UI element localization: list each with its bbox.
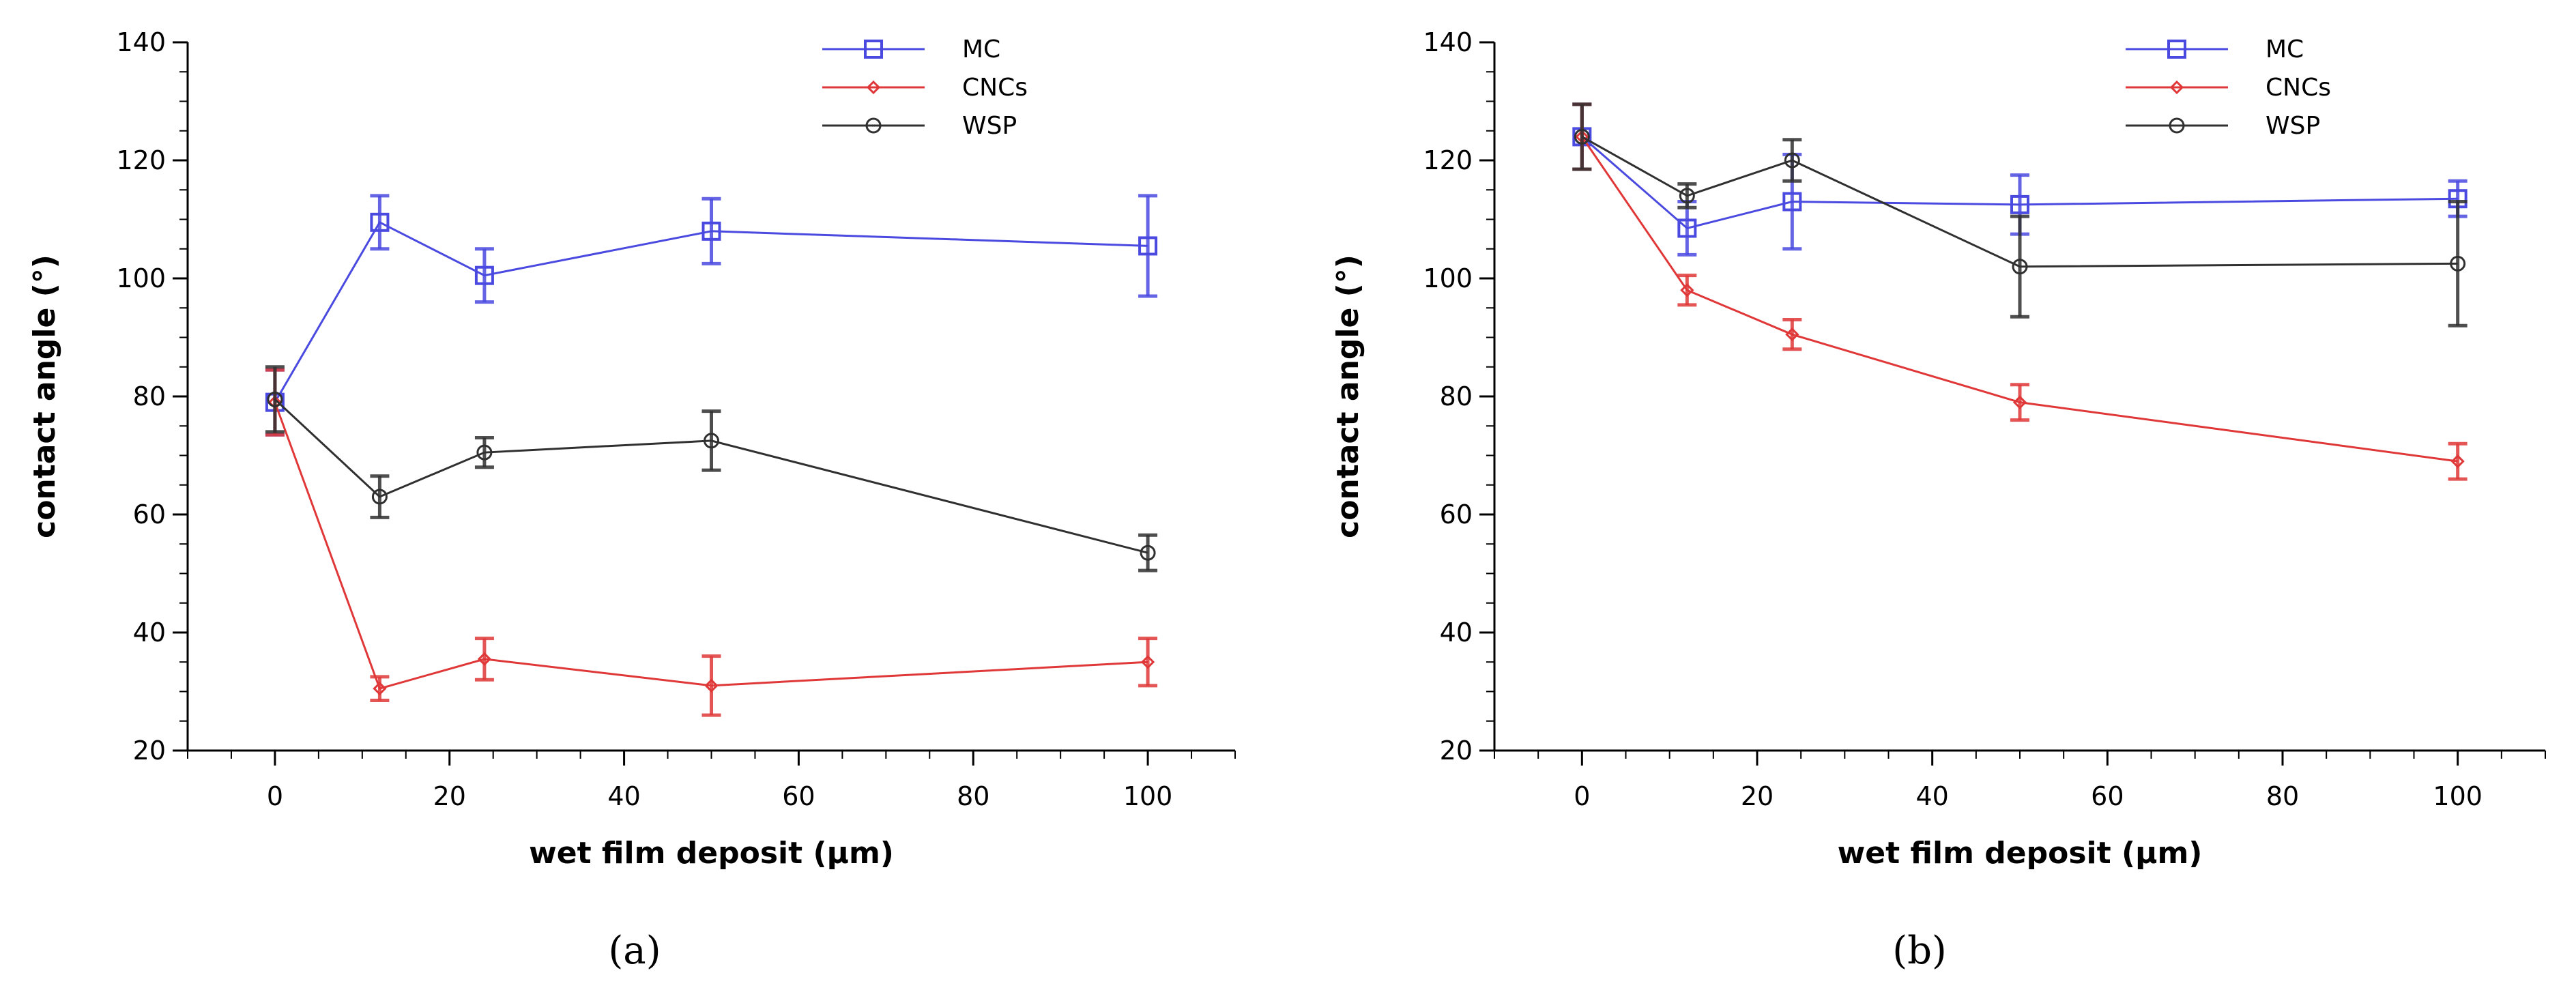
data-point: [701, 221, 721, 241]
y-tick-label: 100: [116, 263, 166, 293]
legend-marker: [865, 117, 882, 134]
legend-marker: [2169, 117, 2185, 134]
legend-label: CNCs: [962, 74, 1028, 102]
series-wsp: [1572, 102, 2468, 328]
data-point: [477, 652, 492, 667]
x-tick-label: 80: [957, 781, 989, 811]
legend-item-wsp: WSP: [2126, 112, 2320, 140]
x-tick-label: 100: [2433, 781, 2483, 811]
legend-marker: [864, 40, 883, 59]
data-point: [474, 265, 494, 285]
y-tick-label: 60: [133, 499, 166, 529]
y-tick-label: 20: [133, 736, 166, 766]
data-point: [371, 489, 388, 505]
data-point: [1140, 544, 1156, 561]
caption-b: (b): [1892, 929, 1947, 973]
y-tick-label: 120: [116, 145, 166, 175]
data-point: [2450, 255, 2466, 272]
data-point: [2012, 259, 2028, 275]
x-tick-label: 40: [607, 781, 640, 811]
legend-item-wsp: WSP: [822, 112, 1017, 140]
data-point: [1677, 218, 1697, 238]
data-point: [1679, 188, 1695, 204]
y-tick-label: 140: [116, 27, 166, 57]
y-tick-label: 100: [1423, 263, 1473, 293]
y-tick-label: 140: [1423, 27, 1473, 57]
caption-a: (a): [608, 929, 661, 973]
x-axis-label: wet film deposit (µm): [1838, 836, 2203, 871]
legend-label: WSP: [962, 112, 1017, 140]
x-tick-label: 80: [2266, 781, 2299, 811]
x-tick-label: 100: [1123, 781, 1173, 811]
data-point: [1782, 192, 1802, 212]
x-tick-label: 60: [782, 781, 815, 811]
data-point: [476, 444, 493, 461]
x-axis-label: wet film deposit (µm): [529, 836, 894, 871]
y-tick-label: 40: [1440, 617, 1473, 648]
data-point: [2450, 454, 2465, 469]
data-point: [2012, 395, 2027, 409]
y-tick-label: 120: [1423, 145, 1473, 175]
y-axis-label: contact angle (°): [27, 255, 62, 538]
data-point: [2010, 194, 2029, 214]
x-tick-label: 40: [1915, 781, 1948, 811]
data-point: [267, 391, 283, 407]
x-tick-label: 20: [433, 781, 466, 811]
x-tick-label: 20: [1741, 781, 1774, 811]
legend-item-cncs: CNCs: [2126, 74, 2331, 102]
y-tick-label: 80: [1440, 381, 1473, 411]
y-tick-label: 80: [133, 381, 166, 411]
panel-a: 20 40 60 80 100 120 140 0 20 40 60 80 100 wet film de…: [27, 27, 1236, 871]
data-point: [1680, 283, 1694, 297]
series-wsp: [265, 365, 1158, 572]
legend-label: MC: [962, 35, 1000, 63]
data-point: [1785, 328, 1799, 342]
data-point: [373, 682, 387, 696]
legend-item-mc: MC: [2126, 35, 2304, 63]
legend-label: CNCs: [2266, 74, 2331, 102]
x-tick-label: 0: [1574, 781, 1590, 811]
y-tick-label: 60: [1440, 499, 1473, 529]
data-point: [704, 678, 719, 693]
legend-marker: [2169, 80, 2184, 95]
x-tick-label: 0: [267, 781, 283, 811]
data-point: [1138, 236, 1158, 256]
series-cncs: [265, 368, 1158, 717]
legend-item-cncs: CNCs: [822, 74, 1028, 102]
data-point: [1140, 655, 1155, 669]
legend-label: WSP: [2266, 112, 2320, 140]
data-point: [1784, 152, 1800, 169]
data-point: [1574, 128, 1590, 145]
y-tick-label: 40: [133, 617, 166, 648]
legend-marker: [2167, 40, 2186, 59]
legend-item-mc: MC: [822, 35, 1000, 63]
y-tick-label: 20: [1440, 736, 1473, 766]
data-point: [704, 433, 719, 449]
data-point: [370, 212, 390, 232]
x-tick-label: 60: [2091, 781, 2124, 811]
legend-marker: [866, 80, 881, 95]
series-mc: [265, 194, 1158, 437]
legend-label: MC: [2266, 35, 2304, 63]
panel-b: 20 40 60 80 100 120 140 0 20 40 60 80 100 wet film de…: [1331, 27, 2546, 871]
y-axis-label: contact angle (°): [1331, 255, 1365, 538]
